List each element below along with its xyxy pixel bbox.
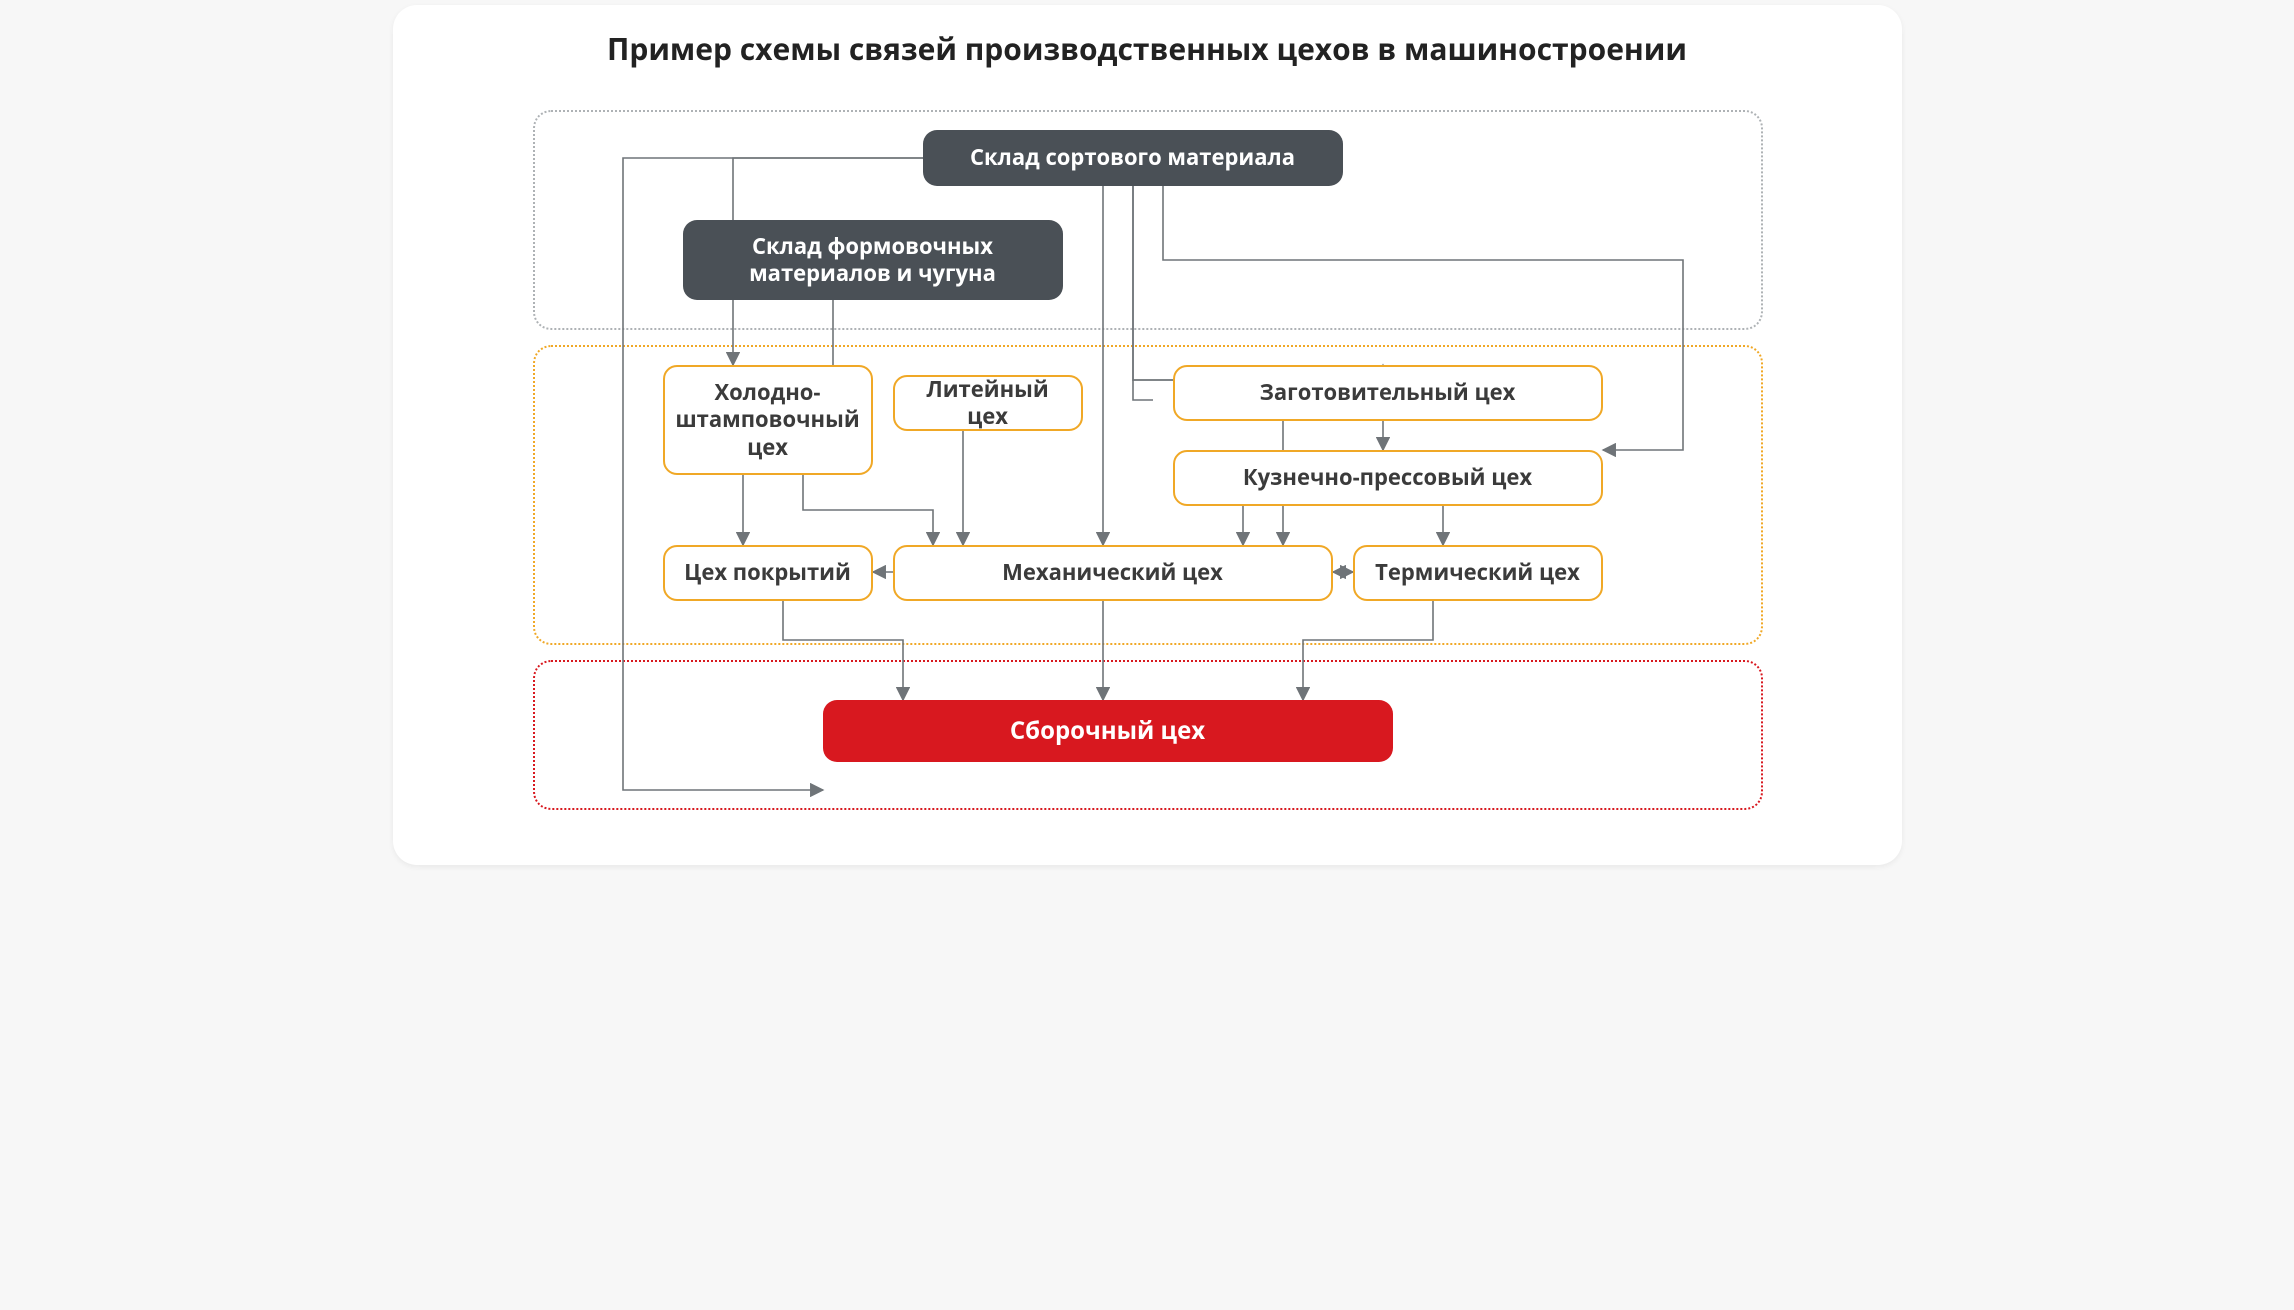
node-n5: Заготовительный цех <box>1173 365 1603 421</box>
node-n8: Механический цех <box>893 545 1333 601</box>
node-n4: Литейный цех <box>893 375 1083 431</box>
diagram-canvas: Пример схемы связей производственных цех… <box>383 0 1912 873</box>
node-n2: Склад формовочных материалов и чугуна <box>683 220 1063 300</box>
node-n7: Цех покрытий <box>663 545 873 601</box>
node-n1: Склад сортового материала <box>923 130 1343 186</box>
node-n9: Термический цех <box>1353 545 1603 601</box>
node-n10: Сборочный цех <box>823 700 1393 762</box>
node-n3: Холодно-штамповочный цех <box>663 365 873 475</box>
diagram-title: Пример схемы связей производственных цех… <box>383 28 1912 69</box>
node-n6: Кузнечно-прессовый цех <box>1173 450 1603 506</box>
